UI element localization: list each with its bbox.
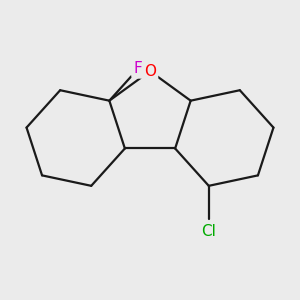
Text: O: O: [144, 64, 156, 79]
Text: F: F: [134, 61, 142, 76]
Text: Cl: Cl: [201, 224, 216, 238]
